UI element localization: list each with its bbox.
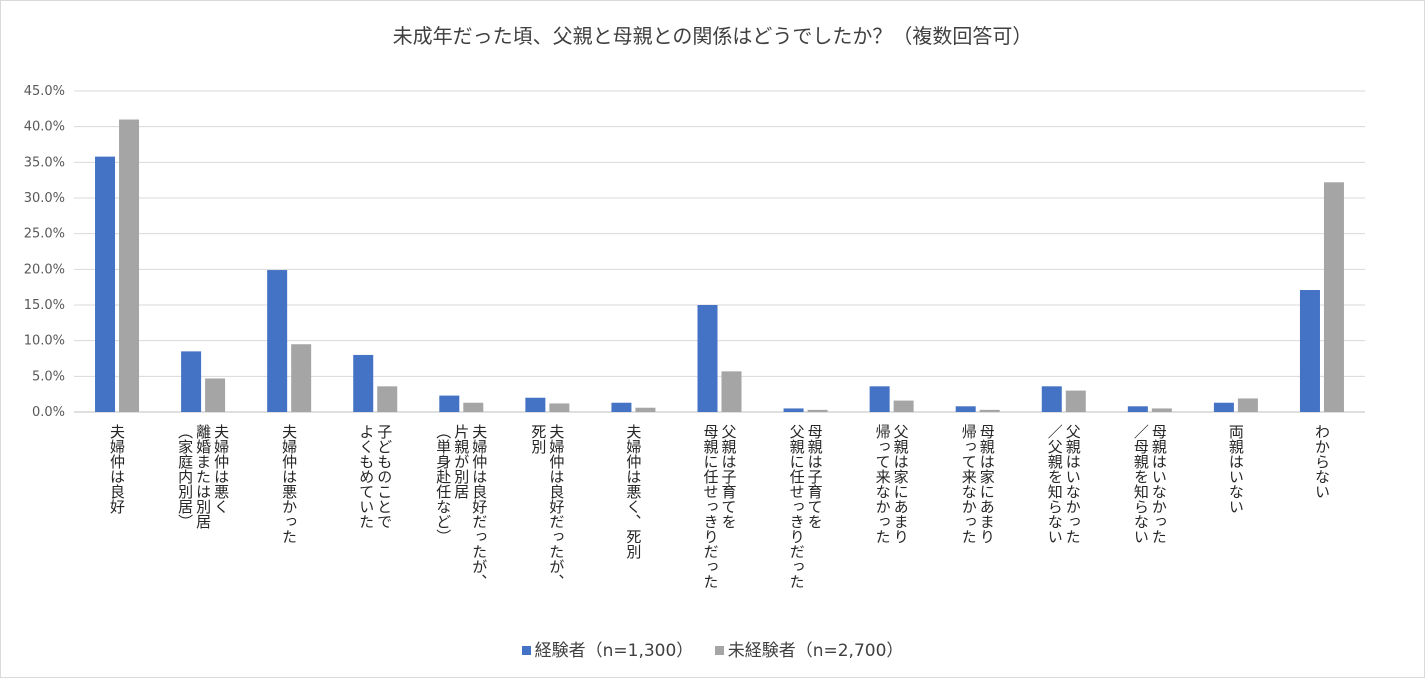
y-tick-label: 40.0%: [24, 120, 65, 135]
bar-series-1: [353, 354, 374, 412]
y-tick-label: 20.0%: [24, 262, 65, 277]
x-tick-label: 夫婦仲は良好だったが、死別: [529, 424, 565, 589]
x-tick-label: 夫婦仲は悪く、死別: [624, 424, 642, 560]
bar-series-1: [439, 395, 460, 412]
bar-series-1: [267, 270, 288, 412]
bar-series-2: [549, 403, 570, 412]
bar-series-2: [205, 378, 226, 412]
y-tick-label: 10.0%: [24, 334, 65, 349]
y-tick-label: 35.0%: [24, 155, 65, 170]
y-axis: 0.0% 5.0% 10.0% 15.0% 20.0% 25.0% 30.0% 35.0% 40…: [24, 84, 65, 420]
bar-series-2: [1237, 398, 1258, 412]
x-tick-label: 父親は家にあまり帰って来なかった: [874, 423, 910, 544]
bar-series-1: [525, 397, 546, 412]
x-tick-label: 母親は家にあまり帰って来なかった: [960, 423, 996, 544]
y-tick-label: 0.0%: [32, 405, 65, 420]
bar-series-2: [1065, 390, 1086, 412]
x-tick-label: 父親はいなかった／父親を知らない: [1046, 424, 1082, 544]
y-tick-label: 15.0%: [24, 298, 65, 313]
x-tick-label: 両親はいない: [1227, 424, 1245, 514]
bar-series-2: [1323, 182, 1344, 412]
bar-series-1: [697, 305, 718, 412]
bar-series-1: [1041, 386, 1062, 412]
bar-series-1: [869, 386, 890, 412]
x-tick-label: 夫婦仲は悪かった: [280, 424, 298, 544]
legend-swatch-series-1: [521, 646, 531, 655]
y-tick-label: 25.0%: [24, 227, 65, 242]
bar-series-1: [1213, 402, 1234, 412]
bar-series-2: [979, 409, 1000, 412]
bar-series-1: [95, 156, 116, 412]
bars: [95, 119, 1344, 413]
x-axis: 夫婦仲は良好 夫婦仲は悪く離婚または別居（家庭内別居） 夫婦仲は悪かった 子どものこと…: [108, 423, 1331, 589]
y-tick-label: 45.0%: [24, 84, 65, 99]
bar-series-2: [119, 119, 140, 413]
bar-series-2: [721, 371, 742, 412]
bar-series-2: [291, 344, 312, 412]
bar-series-1: [1299, 290, 1320, 412]
legend-swatch-series-2: [714, 646, 724, 655]
y-tick-label: 5.0%: [32, 369, 65, 384]
x-tick-label: 母親はいなかった／母親を知らない: [1132, 424, 1168, 544]
bar-series-2: [377, 386, 398, 412]
x-tick-label: 母親は子育てを父親に任せっきりだった: [788, 424, 824, 589]
x-tick-label: 夫婦仲は良好: [108, 424, 126, 515]
legend-label-series-1: 経験者（n=1,300）: [534, 641, 694, 661]
bar-series-1: [1127, 406, 1148, 412]
bar-series-2: [635, 407, 656, 412]
gridlines: [74, 90, 1365, 413]
bar-series-1: [955, 406, 976, 412]
x-tick-label: 父親は子育てを母親に任せっきりだった: [702, 424, 738, 589]
y-tick-label: 30.0%: [24, 191, 65, 206]
x-tick-label: 夫婦仲は良好だったが、片親が別居（単身赴任など）: [434, 424, 488, 589]
chart-title: 未成年だった頃、父親と母親との関係はどうでしたか？（複数回答可）: [392, 24, 1033, 48]
bar-series-2: [807, 409, 828, 412]
x-tick-label: 夫婦仲は悪く離婚または別居（家庭内別居）: [176, 423, 230, 529]
x-tick-label: わからない: [1313, 424, 1331, 499]
bar-series-2: [893, 400, 914, 412]
legend-item-series-2: 未経験者（n=2,700）: [714, 636, 904, 661]
bar-series-1: [181, 351, 202, 412]
bar-series-1: [611, 402, 632, 412]
bar-series-1: [783, 408, 804, 412]
legend-label-series-2: 未経験者（n=2,700）: [727, 641, 904, 661]
bar-series-2: [1151, 408, 1172, 412]
bar-series-2: [463, 402, 484, 412]
legend: 経験者（n=1,300） 未経験者（n=2,700）: [0, 636, 1425, 661]
legend-item-series-1: 経験者（n=1,300）: [521, 636, 694, 661]
x-tick-label: 子どものことでよくもめていた: [357, 424, 393, 529]
